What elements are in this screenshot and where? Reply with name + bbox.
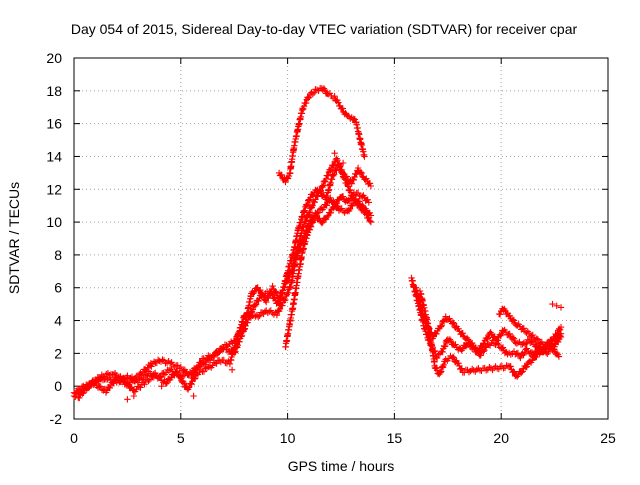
tick-layer: 0 5 10 15 20 25 -2 0 2 4 6 8 10 12 14 16 18 20 xyxy=(46,50,616,446)
series-markers xyxy=(416,287,565,380)
y-tick-label: 16 xyxy=(46,116,62,132)
series-markers xyxy=(124,150,565,403)
series-markers xyxy=(75,194,375,402)
plot-frame xyxy=(73,57,609,420)
y-axis-label: SDTVAR / TECUs xyxy=(6,182,22,294)
series-markers xyxy=(70,161,375,397)
y-tick-label: 10 xyxy=(46,214,62,230)
x-tick-label: 5 xyxy=(177,430,185,446)
series-arc-2 xyxy=(70,161,375,397)
chart-title: Day 054 of 2015, Sidereal Day-to-day VTE… xyxy=(71,21,578,37)
y-tick-label: 4 xyxy=(54,313,62,329)
x-tick-label: 0 xyxy=(70,430,78,446)
y-tick-label: 18 xyxy=(46,83,62,99)
x-tick-label: 15 xyxy=(387,430,403,446)
x-axis-label: GPS time / hours xyxy=(288,458,395,474)
y-tick-label: 0 xyxy=(54,378,62,394)
series-arc-4 xyxy=(282,189,372,351)
series-markers xyxy=(275,84,368,186)
y-tick-label: -2 xyxy=(50,411,63,427)
y-tick-label: 8 xyxy=(54,247,62,263)
data-layer xyxy=(70,84,565,403)
series-markers xyxy=(495,305,565,353)
series-arc-8 xyxy=(416,287,565,380)
y-tick-label: 20 xyxy=(46,50,62,66)
series-arc-9 xyxy=(495,305,565,353)
x-tick-label: 25 xyxy=(600,430,616,446)
series-markers xyxy=(282,189,372,351)
y-tick-label: 2 xyxy=(54,345,62,361)
y-tick-label: 12 xyxy=(46,181,62,197)
x-tick-label: 10 xyxy=(280,430,296,446)
x-tick-label: 20 xyxy=(493,430,509,446)
series-arc-3 xyxy=(75,194,375,402)
series-arc-5 xyxy=(275,84,368,186)
y-tick-label: 14 xyxy=(46,148,62,164)
series-isolated xyxy=(124,150,565,403)
y-tick-label: 6 xyxy=(54,280,62,296)
